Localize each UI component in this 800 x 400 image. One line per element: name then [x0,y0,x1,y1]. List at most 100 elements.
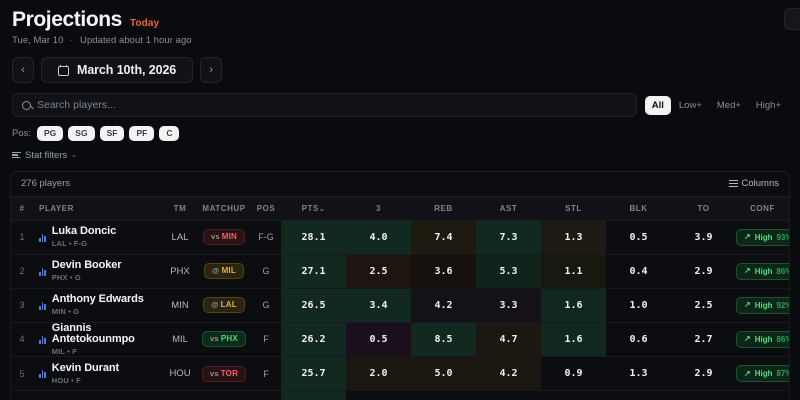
table-row[interactable]: 2 Devin Booker PHX • G PHX @ MIL G 27.1 2.5 3.6 5.… [11,254,789,289]
table-row[interactable]: 1 Luka Doncic LAL • F-G LAL vs MIN F-G 28.1 4.0 7… [11,220,789,255]
row-to: 2.5 [671,288,736,323]
bar-chart-icon[interactable] [39,267,46,276]
col-rank[interactable]: # [11,196,33,221]
row-player: Jalen Johnson [33,390,163,400]
chevron-down-icon: ⌄ [71,152,78,159]
row-player: Luka Doncic LAL • F-G [33,220,163,255]
pos-chip-pf[interactable]: PF [129,126,155,141]
bar-chart-icon[interactable] [39,233,46,242]
matchup-opponent: MIL [221,266,236,275]
col-pts[interactable]: PTS⌄ [281,196,346,221]
col-blk[interactable]: BLK [606,196,671,221]
pos-chip-sf[interactable]: SF [99,126,125,141]
table-row[interactable]: 4 Giannis Antetokounmpo MIL • F MIL vs PHX F 26… [11,322,789,358]
col-to[interactable]: TO [671,196,736,221]
bar-chart-icon[interactable] [39,335,46,344]
col-player[interactable]: PLAYER [33,196,163,221]
row-blk: 1.0 [606,288,671,323]
date-picker-button[interactable]: March 10th, 2026 [41,57,194,83]
pos-chip-pg[interactable]: PG [37,126,64,141]
player-cell: Devin Booker PHX • G [39,259,163,282]
matchup-badge[interactable]: @ LAL [203,297,245,313]
col-reb[interactable]: REB [411,196,476,221]
next-day-button[interactable]: › [200,57,223,83]
row-pos [251,390,281,400]
page-title: Projections [12,8,122,31]
col-pos[interactable]: POS [251,196,281,221]
col-conf[interactable]: CONF [736,196,789,221]
player-name: Kevin Durant [51,361,120,374]
table-row[interactable]: 6Jalen Johnson [11,390,789,400]
current-date-label: March 10th, 2026 [77,63,177,77]
bar-chart-icon[interactable] [39,301,46,310]
confidence-level: High [754,300,773,310]
search-input[interactable]: Search players... [12,93,637,117]
tab-all[interactable]: All [644,95,671,115]
col-matchup[interactable]: MATCHUP [197,196,251,221]
confidence-percent: 86% [776,334,789,344]
pos-chip-sg[interactable]: SG [68,126,95,141]
stat-filters-toggle[interactable]: Stat filters ⌄ [12,150,800,161]
row-to: 2.9 [671,254,736,289]
row-rank: 4 [11,322,33,358]
player-name: Luka Doncic [51,225,117,238]
tab-high-plus[interactable]: High+ [755,99,781,111]
row-reb: 7.4 [411,220,476,255]
table-row[interactable]: 3 Anthony Edwards MIN • G MIN @ LAL G 26.5 3.4 4.… [11,288,789,323]
tab-med-plus[interactable]: Med+ [716,99,741,111]
confidence-level: High [754,369,773,379]
row-stl: 1.1 [541,254,606,289]
row-three [346,390,411,400]
top-right-action-button[interactable] [784,8,800,30]
row-pts: 28.1 [281,220,346,255]
page-header: Projections Today Tue, Mar 10 · Updated … [0,0,800,46]
today-badge: Today [129,18,160,29]
row-pos: F [251,356,281,392]
confidence-level: High [754,334,773,344]
matchup-badge[interactable]: vs TOR [201,365,247,382]
col-stl[interactable]: STL [541,196,606,221]
matchup-badge[interactable]: vs PHX [202,331,246,348]
row-stl: 1.6 [541,288,606,323]
row-team: MIN [163,288,197,323]
matchup-prefix: @ [212,266,220,275]
row-matchup: @ LAL [197,288,251,323]
row-to: 2.9 [671,356,736,392]
player-team-pos: HOU • F [51,375,81,385]
row-pos: F-G [251,220,281,255]
row-to: 3.9 [671,220,736,255]
col-tm[interactable]: TM [163,196,197,221]
table-row[interactable]: 5 Kevin Durant HOU • F HOU vs TOR F 25.7 2.0 5.0 4… [11,356,789,392]
table-header: # PLAYER TM MATCHUP POS PTS⌄ 3 REB AST S… [11,196,789,221]
row-pts [281,390,346,400]
player-cell: Luka Doncic LAL • F-G [39,225,163,248]
row-ast: 3.3 [476,288,541,323]
row-matchup: vs TOR [197,356,251,392]
row-rank: 6 [11,390,33,400]
prev-day-button[interactable]: ‹ [12,57,34,83]
row-pts: 26.5 [281,288,346,323]
col-three[interactable]: 3 [346,196,411,221]
row-reb: 5.0 [411,356,476,392]
columns-button[interactable]: Columns [728,178,779,189]
matchup-badge[interactable]: vs MIN [202,229,245,245]
row-matchup: vs MIN [197,220,251,255]
player-name-block: Giannis Antetokounmpo MIL • F [51,322,163,357]
matchup-badge[interactable]: @ MIL [204,263,244,279]
trend-up-icon: ↗ [744,232,751,241]
row-blk: 0.6 [606,322,671,358]
projections-table-panel: 276 players Columns # PLAYER TM MATCHUP … [10,170,790,400]
row-pos: G [251,288,281,323]
row-reb: 4.2 [411,288,476,323]
header-date: Tue, Mar 10 [12,35,64,46]
trend-up-icon: ↗ [744,334,751,344]
row-stl: 0.9 [541,356,606,392]
col-ast[interactable]: AST [476,196,541,221]
pos-chip-c[interactable]: C [159,126,180,141]
tab-low-plus[interactable]: Low+ [678,99,702,111]
bar-chart-icon[interactable] [39,369,46,379]
player-team-pos: MIL • F [51,347,77,357]
